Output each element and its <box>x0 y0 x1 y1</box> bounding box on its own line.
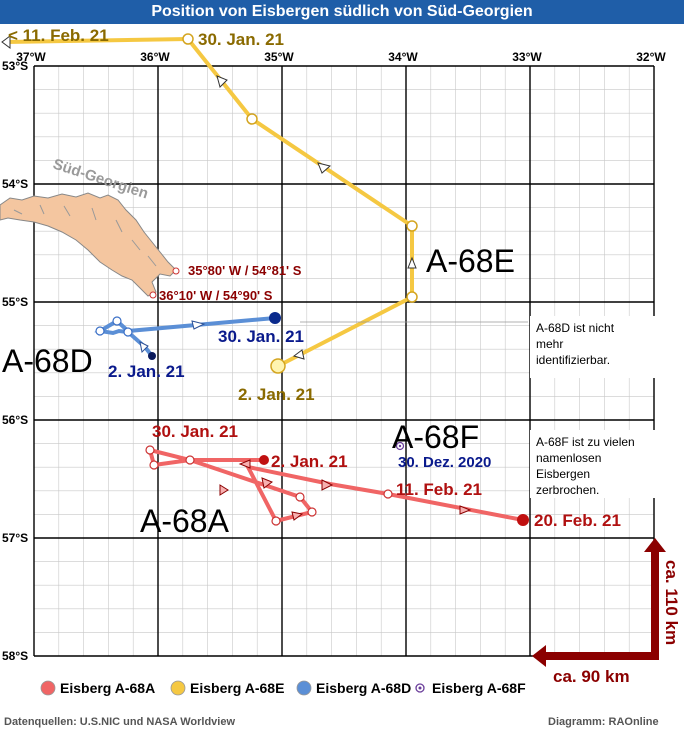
date-e-jan2: 2. Jan. 21 <box>238 385 315 404</box>
coord-label-1: 35°80' W / 54°81' S <box>188 263 302 278</box>
note-line: A-68D ist nicht <box>536 321 615 335</box>
legend-label: Eisberg A-68A <box>60 680 155 696</box>
longitude-tick-label: 36°W <box>140 50 170 64</box>
note-line: zerbrochen. <box>536 483 599 497</box>
note-a68d: A-68D ist nicht mehr identifizierbar. <box>536 321 615 367</box>
note-line: Eisbergen <box>536 467 590 481</box>
longitude-labels: 37°W 36°W 35°W 34°W 33°W 32°W <box>16 50 666 64</box>
legend-label: Eisberg A-68E <box>190 680 284 696</box>
track-a68a <box>145 445 529 526</box>
longitude-tick-label: 32°W <box>636 50 666 64</box>
label-a68a: A-68A <box>140 503 230 539</box>
note-box-d <box>530 316 660 378</box>
note-line: mehr <box>536 337 563 351</box>
label-a68f: A-68F <box>392 419 479 455</box>
footer-source: Datenquellen: U.S.NIC und NASA Worldview <box>4 716 236 728</box>
page-title: Position von Eisbergen südlich von Süd-G… <box>0 0 684 24</box>
track-a68e <box>1 33 418 374</box>
coord-marker-1 <box>172 267 180 275</box>
latitude-tick-label: 56°S <box>2 413 28 427</box>
legend-swatch <box>170 680 186 696</box>
legend-label: Eisberg A-68F <box>432 680 526 696</box>
scale-indicator <box>532 538 666 667</box>
date-e-jan30: 30. Jan. 21 <box>198 30 284 49</box>
date-a-jan30: 30. Jan. 21 <box>152 422 238 441</box>
footer-credit: Diagramm: RAOnline <box>548 716 659 728</box>
note-box-f <box>530 430 660 498</box>
note-line: namenlosen <box>536 451 601 465</box>
latitude-tick-label: 57°S <box>2 531 28 545</box>
latitude-labels: 53°S 54°S 55°S 56°S 57°S 58°S <box>2 59 28 663</box>
label-a68d: A-68D <box>2 343 93 379</box>
legend: Eisberg A-68A Eisberg A-68E Eisberg A-68D E… <box>40 680 526 696</box>
track-a68d <box>94 312 281 360</box>
label-a68e: A-68E <box>426 243 515 279</box>
date-a-feb20: 20. Feb. 21 <box>534 511 621 530</box>
longitude-tick-label: 33°W <box>512 50 542 64</box>
latitude-tick-label: 54°S <box>2 177 28 191</box>
coord-marker-2 <box>149 291 157 299</box>
legend-label: Eisberg A-68D <box>316 680 411 696</box>
scale-vertical-label: ca. 110 km <box>662 560 681 645</box>
date-e-start: < 11. Feb. 21 <box>8 26 109 45</box>
longitude-tick-label: 37°W <box>16 50 46 64</box>
longitude-tick-label: 35°W <box>264 50 294 64</box>
latitude-tick-label: 58°S <box>2 649 28 663</box>
note-a68f: A-68F ist zu vielen namenlosen Eisbergen ze… <box>536 435 635 497</box>
legend-swatch <box>296 680 312 696</box>
longitude-tick-label: 34°W <box>388 50 418 64</box>
date-f-dec30: 30. Dez. 2020 <box>398 454 491 471</box>
minor-grid <box>34 66 654 656</box>
latitude-tick-label: 55°S <box>2 295 28 309</box>
date-d-jan30: 30. Jan. 21 <box>218 327 304 346</box>
latitude-tick-label: 53°S <box>2 59 28 73</box>
date-a-jan2: 2. Jan. 21 <box>271 452 348 471</box>
date-d-jan2: 2. Jan. 21 <box>108 362 185 381</box>
coord-label-2: 36°10' W / 54°90' S <box>159 288 273 303</box>
scale-horizontal-label: ca. 90 km <box>553 667 630 686</box>
south-georgia-island <box>0 192 177 297</box>
note-line: A-68F ist zu vielen <box>536 435 635 449</box>
legend-swatch <box>40 680 56 696</box>
date-a-feb11: 11. Feb. 21 <box>396 480 482 499</box>
note-line: identifizierbar. <box>536 353 610 367</box>
